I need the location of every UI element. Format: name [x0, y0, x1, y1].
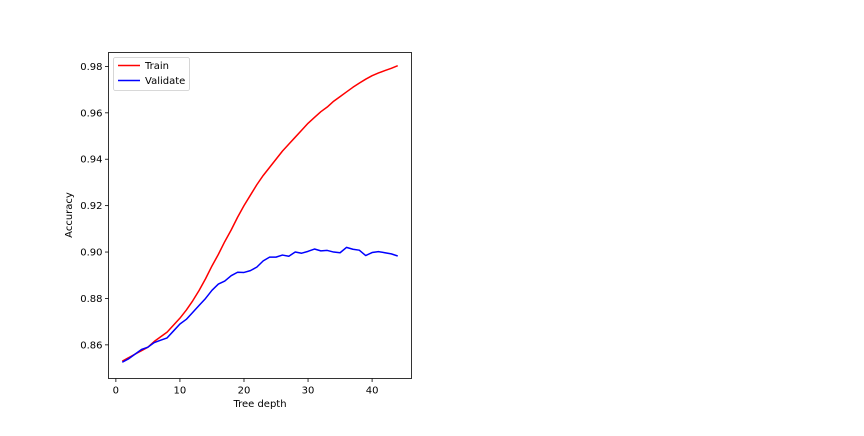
x-tick-label: 40: [366, 386, 379, 397]
legend-label-validate: Validate: [145, 76, 185, 87]
x-tick-label: 30: [302, 386, 315, 397]
x-axis-ticks: 0 10 20 30 40: [113, 379, 379, 397]
y-tick-label: 0.96: [80, 108, 102, 119]
series-line-validate: [122, 247, 397, 362]
y-tick-label: 0.94: [80, 155, 102, 166]
x-axis-label: Tree depth: [232, 399, 286, 410]
series-line-train: [122, 66, 397, 361]
y-axis-ticks: 0.86 0.88 0.90 0.92 0.94 0.96 0.98: [80, 62, 108, 351]
y-tick-label: 0.92: [80, 201, 102, 212]
x-tick-label: 20: [238, 386, 251, 397]
legend: Train Validate: [114, 58, 190, 91]
y-tick-label: 0.98: [80, 62, 102, 73]
x-tick-label: 0: [113, 386, 119, 397]
y-tick-label: 0.86: [80, 340, 102, 351]
plot-frame: [109, 53, 412, 379]
series-layer: [122, 66, 397, 363]
x-tick-label: 10: [174, 386, 187, 397]
legend-label-train: Train: [144, 61, 169, 72]
y-tick-label: 0.88: [80, 294, 102, 305]
y-tick-label: 0.90: [80, 248, 102, 259]
y-axis-label: Accuracy: [64, 192, 75, 238]
